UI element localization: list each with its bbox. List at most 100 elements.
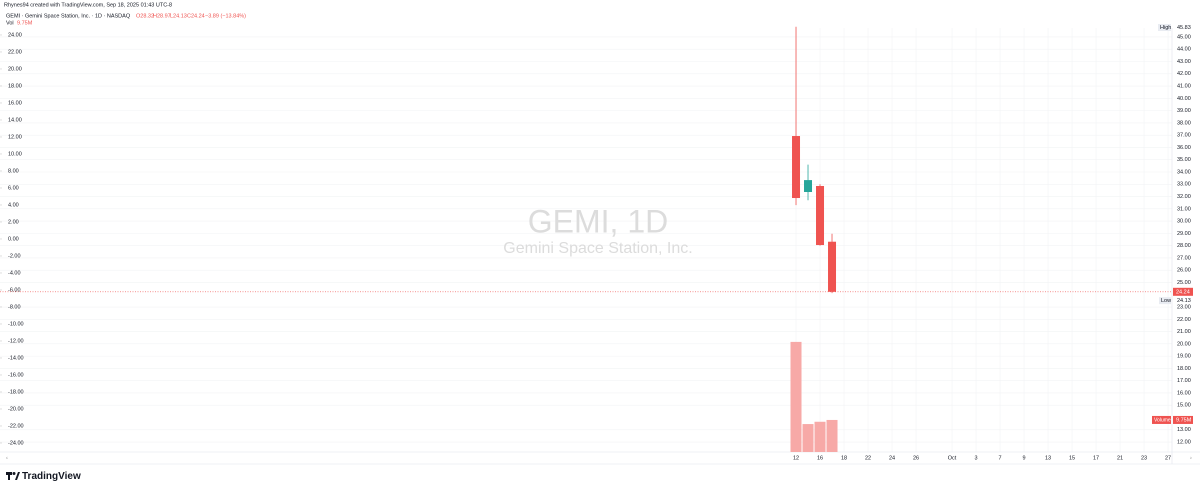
candle-body bbox=[828, 241, 837, 292]
y-tick-label: 44.00 bbox=[1177, 47, 1191, 53]
high-name: High bbox=[1160, 25, 1171, 31]
y-tick-label: 33.00 bbox=[1177, 182, 1191, 188]
author-line: Rhynes94 created with TradingView.com, S… bbox=[4, 2, 172, 8]
y2-tick-label: 14.00 bbox=[8, 117, 22, 123]
y-tick-label: 45.00 bbox=[1177, 34, 1191, 40]
y-tick-label: 23.00 bbox=[1177, 304, 1191, 310]
y2-tick-label: 2.00 bbox=[8, 219, 19, 225]
x-tick-label: Oct bbox=[948, 455, 957, 461]
low-label: 24.13 bbox=[1177, 298, 1191, 304]
x-tick-label: 15 bbox=[1069, 455, 1075, 461]
x-tick-label: 26 bbox=[913, 455, 919, 461]
x-tick-label: 9 bbox=[1022, 455, 1025, 461]
watermark-subtitle: Gemini Space Station, Inc. bbox=[503, 240, 692, 257]
y-tick-label: 36.00 bbox=[1177, 145, 1191, 151]
last-price-tag bbox=[1173, 287, 1193, 296]
logo-part bbox=[15, 472, 20, 480]
y-tick-label: 29.00 bbox=[1177, 231, 1191, 237]
volume-legend-value: 9.75M bbox=[17, 20, 33, 26]
y2-tick-label: 16.00 bbox=[8, 100, 22, 106]
watermark: GEMI, 1D bbox=[528, 203, 668, 239]
y-tick-label: 22.00 bbox=[1177, 317, 1191, 323]
y-tick-label: 38.00 bbox=[1177, 120, 1191, 126]
x-tick-label: 23 bbox=[1141, 455, 1147, 461]
x-tick-label: 13 bbox=[1045, 455, 1051, 461]
y-tick-label: 21.00 bbox=[1177, 329, 1191, 335]
brand-name: TradingView bbox=[22, 471, 81, 482]
y2-tick-label: -14.00 bbox=[8, 355, 24, 361]
y-tick-label: 13.00 bbox=[1177, 427, 1191, 433]
y2-tick-label: 6.00 bbox=[8, 185, 19, 191]
volume-value-bg bbox=[1173, 415, 1193, 424]
y-tick-label: 20.00 bbox=[1177, 341, 1191, 347]
logo-part bbox=[12, 472, 16, 475]
y-tick-label: 43.00 bbox=[1177, 59, 1191, 65]
y2-tick-label: 4.00 bbox=[8, 202, 19, 208]
y2-tick-label: -18.00 bbox=[8, 389, 24, 395]
y2-tick-label: -12.00 bbox=[8, 338, 24, 344]
y-tick-label: 40.00 bbox=[1177, 96, 1191, 102]
low-tag-bg bbox=[1159, 297, 1171, 305]
y2-tick-label: 22.00 bbox=[8, 49, 22, 55]
x-tick-label: 22 bbox=[865, 455, 871, 461]
y-tick-label: 30.00 bbox=[1177, 219, 1191, 225]
grid bbox=[0, 28, 1172, 452]
x-tick-label: 3 bbox=[974, 455, 977, 461]
high-tag-bg bbox=[1158, 24, 1171, 31]
candle-body bbox=[792, 136, 801, 199]
volume-name: Volume bbox=[1154, 417, 1171, 423]
volume-value: 9.75M bbox=[1176, 417, 1192, 423]
volume-bar bbox=[826, 419, 838, 452]
x-tick-label: 21 bbox=[1117, 455, 1123, 461]
y-tick-label: 31.00 bbox=[1177, 206, 1191, 212]
x-tick-label: 27 bbox=[1165, 455, 1171, 461]
y-tick-label: 34.00 bbox=[1177, 169, 1191, 175]
y-tick-label: 39.00 bbox=[1177, 108, 1191, 114]
y-tick-label: 37.00 bbox=[1177, 133, 1191, 139]
symbol-line: GEMI · Gemini Space Station, Inc. · 1D ·… bbox=[6, 13, 131, 19]
last-price-label: 24.24 bbox=[1176, 289, 1190, 295]
x-tick-label: 12 bbox=[793, 455, 799, 461]
low-name: Low bbox=[1161, 298, 1171, 304]
ohlc-high: H28.97 bbox=[153, 13, 171, 19]
y-tick-label: 12.00 bbox=[1177, 440, 1191, 446]
ohlc-change: −3.89 (−13.84%) bbox=[205, 13, 246, 19]
y-tick-label: 27.00 bbox=[1177, 255, 1191, 261]
volume-legend-name: Vol bbox=[6, 20, 14, 26]
high-label: 45.83 bbox=[1177, 25, 1191, 31]
y2-tick-label: 0.00 bbox=[8, 236, 19, 242]
y-tick-label: 35.00 bbox=[1177, 157, 1191, 163]
y-tick-label: 18.00 bbox=[1177, 366, 1191, 372]
y2-tick-label: 10.00 bbox=[8, 151, 22, 157]
scroll-left[interactable]: ‹ bbox=[6, 455, 8, 461]
y2-tick-label: -16.00 bbox=[8, 372, 24, 378]
ohlc-close: C24.24 bbox=[187, 13, 205, 19]
x-tick-label: 17 bbox=[1093, 455, 1099, 461]
volume-bar bbox=[814, 421, 826, 452]
y-tick-label: 25.00 bbox=[1177, 280, 1191, 286]
x-tick-label: 18 bbox=[841, 455, 847, 461]
y2-tick-label: -20.00 bbox=[8, 406, 24, 412]
volume-bar bbox=[790, 341, 802, 452]
y-tick-label: 26.00 bbox=[1177, 268, 1191, 274]
ohlc-open: O28.32 bbox=[136, 13, 154, 19]
y2-tick-label: -10.00 bbox=[8, 321, 24, 327]
y2-tick-label: -8.00 bbox=[8, 304, 21, 310]
x-tick-label: 16 bbox=[817, 455, 823, 461]
ohlc-low: L24.13 bbox=[170, 13, 187, 19]
y2-tick-label: -6.00 bbox=[8, 287, 21, 293]
y-tick-label: 32.00 bbox=[1177, 194, 1191, 200]
y2-tick-label: 24.00 bbox=[8, 32, 22, 38]
y-tick-label: 16.00 bbox=[1177, 390, 1191, 396]
y2-tick-label: 18.00 bbox=[8, 83, 22, 89]
y2-tick-label: -2.00 bbox=[8, 253, 21, 259]
x-tick-label: 24 bbox=[889, 455, 895, 461]
brand-logo bbox=[6, 472, 20, 480]
candle-body bbox=[816, 185, 825, 246]
scroll-right[interactable]: › bbox=[1190, 455, 1192, 461]
y2-tick-label: -4.00 bbox=[8, 270, 21, 276]
volume-bar bbox=[802, 424, 814, 452]
y2-tick-label: 12.00 bbox=[8, 134, 22, 140]
y-tick-label: 17.00 bbox=[1177, 378, 1191, 384]
y-tick-label: 41.00 bbox=[1177, 84, 1191, 90]
